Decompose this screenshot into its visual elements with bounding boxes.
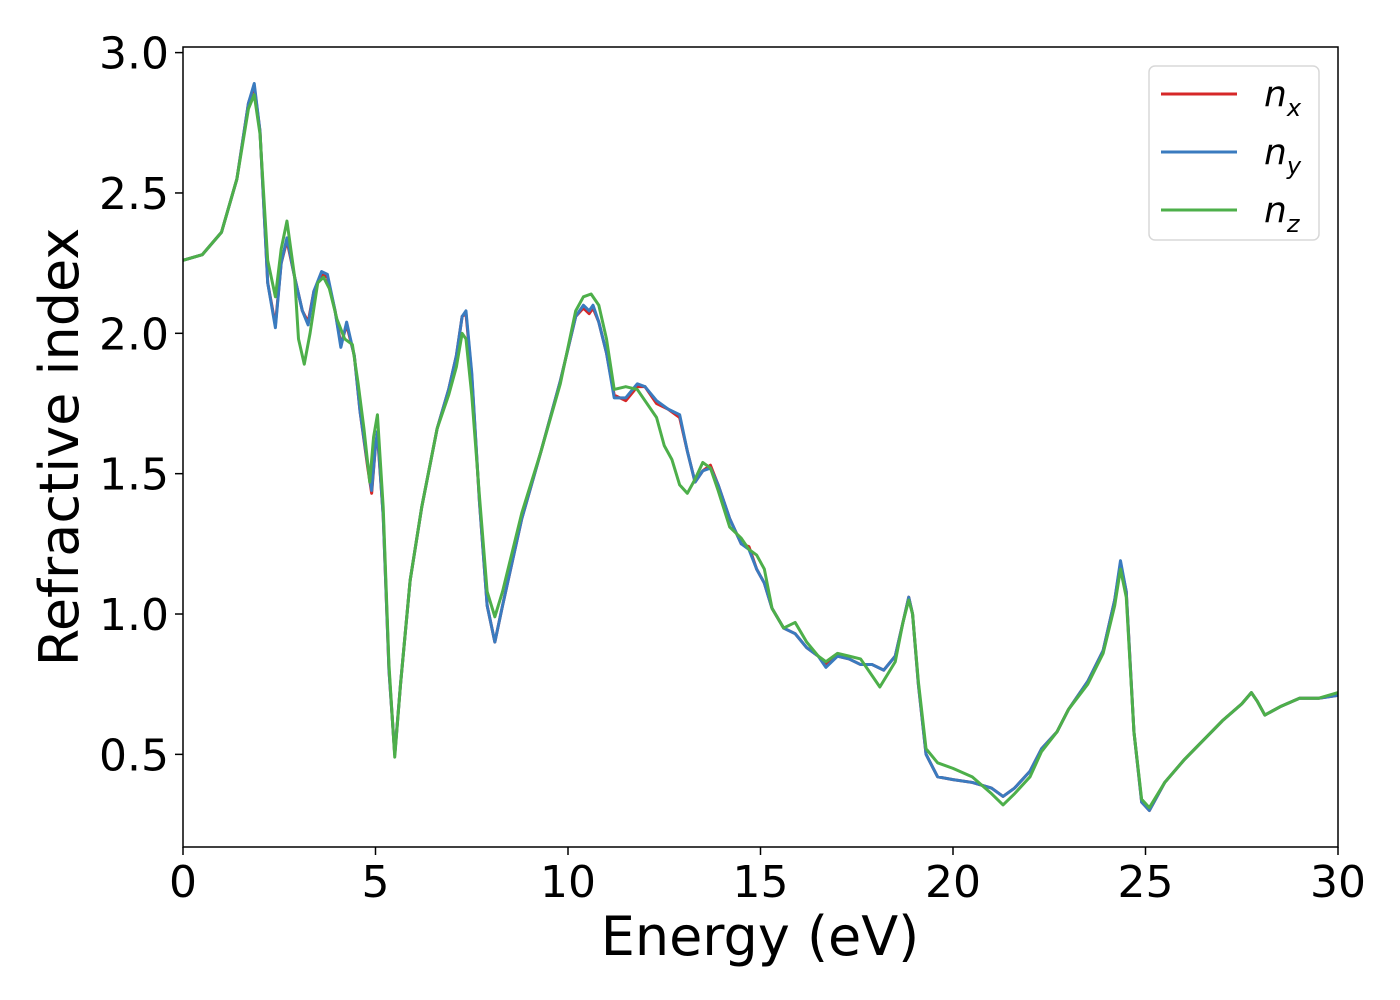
y-tick-label: 0.5 — [99, 730, 169, 781]
series-line-z — [183, 93, 1338, 810]
y-tick-label: 3.0 — [99, 29, 169, 80]
y-tick-label: 2.0 — [99, 309, 169, 360]
legend-label: nz — [1264, 190, 1301, 238]
x-tick-label: 25 — [1118, 857, 1174, 908]
x-tick-label: 30 — [1310, 857, 1366, 908]
x-tick-label: 20 — [925, 857, 981, 908]
x-tick-label: 0 — [169, 857, 197, 908]
legend-label: ny — [1264, 132, 1302, 180]
x-axis-label: Energy (eV) — [601, 905, 920, 968]
x-tick-label: 10 — [540, 857, 596, 908]
y-tick-label: 1.5 — [99, 450, 169, 501]
legend: nx ny nz — [1148, 65, 1320, 241]
legend-label: nx — [1264, 74, 1302, 122]
x-tick-label: 5 — [362, 857, 390, 908]
y-tick-label: 2.5 — [99, 169, 169, 220]
ticks-layer: 0 5 10 15 20 25 30 0.5 1.0 1.5 2.0 2.5 3.0 — [99, 29, 1366, 908]
y-axis-label: Refractive index — [28, 228, 91, 667]
x-tick-label: 15 — [733, 857, 789, 908]
y-tick-label: 1.0 — [99, 590, 169, 641]
plot-layer — [183, 81, 1338, 813]
